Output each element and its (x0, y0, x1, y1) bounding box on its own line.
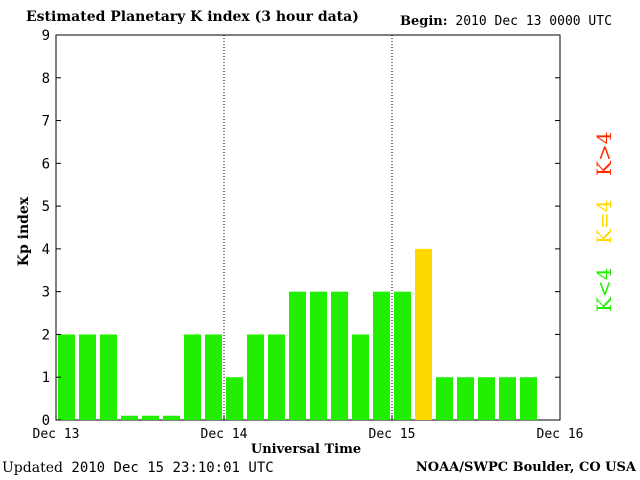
legend-k-equal-4: K=4 (592, 199, 616, 244)
kp-bar (121, 415, 138, 420)
x-axis-label: Universal Time (251, 442, 361, 457)
y-tick-label: 1 (42, 370, 50, 386)
kp-bar (100, 334, 117, 420)
kp-bar (499, 377, 516, 420)
legend-k-above-4: K>4 (592, 131, 616, 176)
y-axis-label: Kp index (16, 196, 32, 266)
kp-bar (310, 291, 327, 420)
y-tick-label: 0 (42, 413, 50, 429)
x-tick-label: Dec 14 (201, 427, 248, 442)
begin-value: 2010 Dec 13 0000 UTC (455, 14, 612, 29)
x-tick-label: Dec 15 (369, 427, 416, 442)
y-tick-label: 4 (42, 242, 50, 258)
plot-frame (55, 34, 561, 421)
source-credit: NOAA/SWPC Boulder, CO USA (415, 460, 636, 475)
updated-value: 2010 Dec 15 23:10:01 UTC (71, 460, 274, 476)
updated-info: Updated 2010 Dec 15 23:10:01 UTC (2, 460, 274, 476)
x-tick-label: Dec 13 (33, 427, 80, 442)
updated-label: Updated (2, 460, 63, 476)
kp-bar (331, 291, 348, 420)
kp-bar (457, 377, 474, 420)
kp-bar (268, 334, 285, 420)
kp-bar (436, 377, 453, 420)
kp-bar (373, 291, 390, 420)
kp-bar (142, 415, 159, 420)
kp-bar (289, 291, 306, 420)
kp-bar (205, 334, 222, 420)
y-tick-label: 5 (42, 199, 50, 215)
kp-bar (226, 377, 243, 420)
kp-bar (163, 415, 180, 420)
kp-bar (520, 377, 537, 420)
begin-label: Begin: (400, 14, 448, 29)
kp-bar (184, 334, 201, 420)
kp-bar (394, 291, 411, 420)
x-tick-label: Dec 16 (537, 427, 584, 442)
y-tick-label: 8 (42, 71, 50, 87)
y-tick-label: 6 (42, 156, 50, 172)
y-tick-label: 9 (42, 28, 50, 44)
chart-title: Estimated Planetary K index (3 hour data… (26, 9, 359, 25)
kp-bar (352, 334, 369, 420)
legend-k-below-4: K<4 (592, 267, 616, 312)
begin-info: Begin: 2010 Dec 13 0000 UTC (400, 14, 612, 29)
kp-bar (415, 248, 432, 420)
kp-bar (58, 334, 75, 420)
kp-bar (247, 334, 264, 420)
kp-bar (478, 377, 495, 420)
y-tick-label: 7 (42, 114, 50, 130)
y-tick-label: 2 (42, 327, 50, 343)
kp-bar (79, 334, 96, 420)
y-tick-label: 3 (42, 285, 50, 301)
